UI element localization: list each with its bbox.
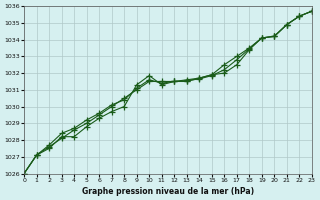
X-axis label: Graphe pression niveau de la mer (hPa): Graphe pression niveau de la mer (hPa) xyxy=(82,187,254,196)
